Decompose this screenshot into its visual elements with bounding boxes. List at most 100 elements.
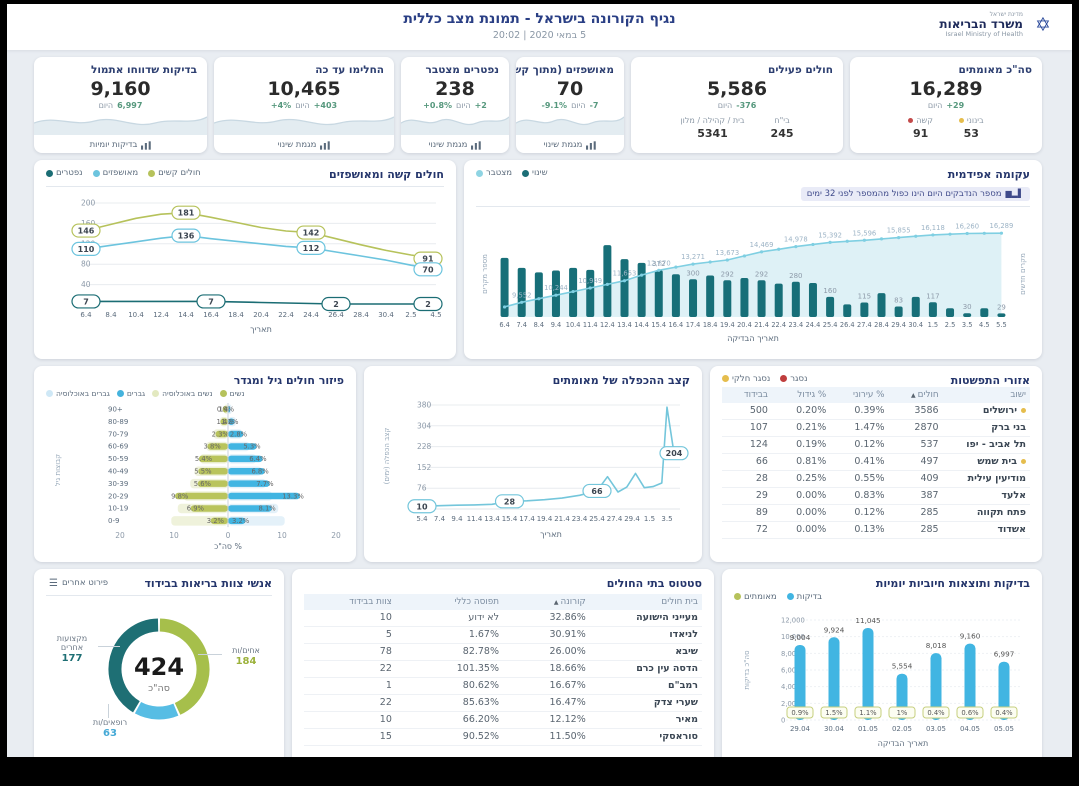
row-name-cell: תל אביב - יפו [942, 436, 1030, 454]
column-header[interactable]: חולים▲ [888, 386, 943, 403]
svg-text:136: 136 [178, 232, 195, 241]
legend-item[interactable]: גברים באוכלוסיה [46, 389, 110, 398]
table-row[interactable]: מעייני הישועה 32.86% לא ידוע 10 [304, 609, 702, 627]
svg-text:6,997: 6,997 [994, 649, 1015, 658]
column-header[interactable]: תפוסה כללי [395, 593, 504, 610]
legend-item[interactable]: נסגר חלקי [722, 374, 770, 384]
series-line [85, 211, 437, 260]
legend-label: בדיקות [796, 591, 823, 602]
legend-item[interactable]: נפטרים [46, 168, 83, 178]
column-header[interactable]: ישוב [942, 386, 1030, 403]
doubling-rate-chart[interactable]: 76 152 228 304 380 10 28 66 204 5.4 7.4 9.4 11.4 13.4… [380, 387, 690, 549]
kpi-footer-link[interactable]: מגמת שינוי [516, 140, 624, 150]
row-value-cell: 0.12% [830, 436, 889, 454]
kpi-substat-value: 5341 [697, 127, 728, 140]
svg-text:03.05: 03.05 [926, 725, 946, 733]
others-detail-button[interactable]: פירוט אחרים ☰ [46, 577, 111, 590]
status-dot [1021, 459, 1026, 464]
svg-text:3.8%: 3.8% [203, 442, 221, 450]
table-row[interactable]: פתח תקווה 285 0.12% 0.00% 89 [722, 504, 1030, 522]
svg-text:4,000: 4,000 [781, 683, 800, 691]
callout-line [198, 653, 222, 655]
kpi-footer-link[interactable]: מגמת שינוי [401, 140, 509, 150]
row-name-cell: שיבא [589, 643, 702, 661]
svg-text:2: 2 [425, 300, 431, 309]
column-header[interactable]: בית חולים [589, 593, 702, 610]
svg-text:17.4: 17.4 [686, 321, 701, 329]
table-row[interactable]: סוראסקי 11.50% 90.52% 15 [304, 728, 702, 746]
severe-hospitalized-chart[interactable]: 4080120160200146181142911101361127077226… [50, 189, 444, 341]
staff-donut-chart[interactable]: 424 סה"כ [95, 605, 223, 733]
table-row[interactable]: לניאדו 30.91% 1.67% 5 [304, 626, 702, 644]
table-row[interactable]: בני ברק 2870 1.47% 0.21% 107 [722, 419, 1030, 437]
row-name-cell: רמב"ם [589, 677, 702, 695]
legend-item[interactable]: נשים באוכלוסיה [152, 389, 213, 398]
svg-text:25.4: 25.4 [823, 321, 838, 329]
legend-item[interactable]: שינוי [522, 168, 548, 178]
legend-item[interactable]: נשים [219, 389, 245, 398]
epidemic-chart[interactable]: 372 300 292 292 280 160 115 83 117 30 29 9,552 10,24… [480, 209, 1030, 347]
table-row[interactable]: ירושלים 3586 0.39% 0.20% 500 [722, 402, 1030, 420]
table-row[interactable]: הדסה עין כרם 18.66% 101.35% 22 [304, 660, 702, 678]
sort-arrow-icon: ▲ [553, 598, 559, 606]
svg-text:13,271: 13,271 [681, 253, 705, 261]
data-table: בית חולים קורונה▲ תפוסה כללי צוות בבידוד מעי… [304, 593, 702, 746]
column-header[interactable]: % עירוני [830, 386, 889, 403]
row-value-cell: 15 [304, 728, 396, 746]
svg-text:16.4: 16.4 [203, 311, 219, 319]
legend-item[interactable]: חולים קשים [148, 168, 201, 178]
legend-item[interactable]: מאומתים [734, 592, 777, 602]
table-row[interactable]: שיבא 26.00% 82.78% 78 [304, 643, 702, 661]
svg-text:תאריך הבדיקה: תאריך הבדיקה [878, 739, 929, 748]
top-bar: ✡ מדינת ישראל משרד הבריאות Israel Minist… [7, 4, 1072, 50]
svg-text:70-79: 70-79 [108, 430, 128, 438]
daily-tests-chart[interactable]: 0 2,000 4,000 6,000 8,000 10,000 12,000 9,004 0.… [738, 602, 1030, 752]
svg-text:11.4: 11.4 [467, 515, 483, 523]
kpi-substat-value: 245 [770, 127, 794, 140]
column-header[interactable]: צוות בבידוד [304, 593, 396, 610]
table-row[interactable]: אלעד 387 0.83% 0.00% 29 [722, 487, 1030, 505]
svg-text:5.4%: 5.4% [195, 455, 213, 463]
row-value-cell: 18.66% [503, 660, 590, 678]
table-row[interactable]: מאיר 12.12% 66.20% 10 [304, 711, 702, 729]
row-value-cell: 89 [722, 504, 772, 522]
svg-text:30-39: 30-39 [108, 479, 128, 487]
kpi-footer-link[interactable]: מגמת שינוי [214, 140, 394, 150]
table-row[interactable]: מודיעין עילית 409 0.55% 0.25% 28 [722, 470, 1030, 488]
card-title: סטטוס בתי החולים [606, 576, 702, 590]
svg-text:228: 228 [417, 442, 432, 451]
svg-text:2: 2 [333, 300, 339, 309]
legend-item[interactable]: נסגר [780, 374, 807, 384]
table-row[interactable]: שערי צדק 16.47% 85.63% 22 [304, 694, 702, 712]
legend-item[interactable]: מאושפזים [92, 168, 138, 178]
svg-text:5.4: 5.4 [416, 515, 428, 523]
kpi-footer-link[interactable]: בדיקות יומיות [34, 140, 207, 150]
legend-item[interactable]: מצטבר [476, 168, 512, 178]
card-spread-areas: אזורי התפשטות נסגר נסגר חלקי ישוב חולים▲% … [710, 365, 1042, 562]
legend-item[interactable]: גברים [116, 389, 145, 398]
kpi-card-confirmed: סה"כ מאומתים 16,289 +29 היום בינוני 53 קשה 91 [850, 57, 1042, 153]
row-name-cell: אשדוד [942, 521, 1030, 539]
table-row[interactable]: תל אביב - יפו 537 0.12% 0.19% 124 [722, 436, 1030, 454]
svg-text:5.6%: 5.6% [194, 479, 212, 487]
svg-text:152: 152 [417, 462, 432, 471]
legend-dot [148, 169, 156, 177]
row-name-cell: פתח תקווה [942, 504, 1030, 522]
card-title: בדיקות ותוצאות חיוביות יומיות [875, 576, 1030, 590]
svg-text:28.4: 28.4 [874, 321, 889, 329]
table-row[interactable]: רמב"ם 16.67% 80.62% 1 [304, 677, 702, 695]
svg-text:91: 91 [422, 255, 434, 264]
svg-text:% סה"כ: % סה"כ [214, 542, 242, 550]
legend-item[interactable]: בדיקות [786, 591, 823, 602]
x-axis: 5.4 7.4 9.4 11.4 13.4 15.4 17.4 19.4 21.4 23.4 25.… [416, 515, 672, 539]
svg-text:תאריך: תאריך [250, 324, 272, 334]
column-header[interactable]: % גידול [771, 386, 831, 403]
age-gender-pyramid-chart[interactable]: 1%0.4% +90 1.4%1.2% 80-89 2.3% 2.8% 70-79 3.8% 5… [50, 398, 344, 551]
kpi-delta: 6,997 היום [98, 101, 143, 110]
svg-text:מקרים חדשים: מקרים חדשים [1019, 252, 1027, 294]
column-header[interactable]: קורונה▲ [503, 593, 590, 610]
svg-text:6,000: 6,000 [781, 666, 800, 674]
table-row[interactable]: בית שמש 497 0.41% 0.81% 66 [722, 453, 1030, 471]
table-row[interactable]: אשדוד 285 0.13% 0.00% 72 [722, 521, 1030, 539]
column-header[interactable]: בבידוד [722, 386, 772, 403]
